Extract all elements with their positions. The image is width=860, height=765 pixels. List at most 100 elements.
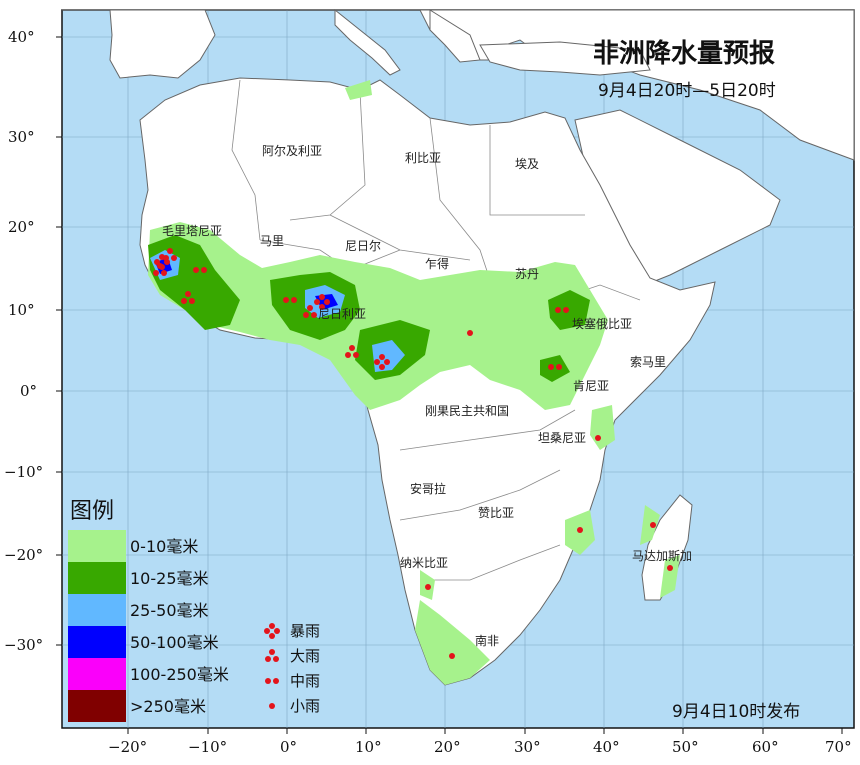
rain-dot [319, 294, 325, 300]
rain-dot [577, 527, 583, 533]
rain-dot [449, 653, 455, 659]
legend-swatch-label: 25-50毫米 [130, 601, 209, 620]
rain-dot [319, 304, 325, 310]
legend-rain-label: 大雨 [290, 647, 320, 665]
rain-dot [193, 267, 199, 273]
rain-dot [291, 297, 297, 303]
label-madagascar: 马达加斯加 [632, 549, 692, 563]
rain-dot [353, 352, 359, 358]
lon-tick: 40° [593, 738, 620, 756]
rain-dot [650, 522, 656, 528]
lon-tick: 30° [514, 738, 541, 756]
lat-tick: 0° [20, 382, 37, 400]
country-labels: 阿尔及利亚 利比亚 埃及 毛里塔尼亚 马里 尼日尔 乍得 苏丹 尼日利亚 埃塞俄… [162, 143, 692, 648]
rain-dot [269, 633, 275, 639]
rain-dot [273, 678, 279, 684]
lon-tick-marks [127, 728, 843, 734]
rain-dot [555, 307, 561, 313]
label-niger: 尼日尔 [345, 238, 381, 253]
legend: 图例 0-10毫米 10-25毫米 25-50毫米 50-100毫米 100-250毫米… [68, 499, 320, 722]
lon-tick: 0° [280, 738, 297, 756]
label-namibia: 纳米比亚 [400, 556, 448, 570]
legend-rain-label: 暴雨 [290, 622, 320, 640]
legend-title: 图例 [70, 499, 114, 524]
rain-dot [157, 263, 163, 269]
rain-dot [265, 678, 271, 684]
lon-tick: 10° [355, 738, 382, 756]
label-somalia: 索马里 [630, 355, 666, 369]
lon-tick: 50° [672, 738, 699, 756]
rain-dot [379, 354, 385, 360]
legend-swatch [68, 562, 126, 594]
label-drc: 刚果民主共和国 [425, 404, 509, 418]
rain-dot [161, 270, 167, 276]
rain-dot [307, 305, 313, 311]
precip-0-10 [148, 80, 680, 685]
lon-tick: 60° [752, 738, 779, 756]
rain-dot [595, 435, 601, 441]
legend-swatch [68, 658, 126, 690]
rain-dot [349, 345, 355, 351]
rain-dot [467, 330, 473, 336]
rain-dot [164, 259, 170, 265]
turkey-landmass [479, 41, 651, 76]
lon-tick: −10° [188, 738, 227, 756]
rain-dot [425, 584, 431, 590]
rain-dot [185, 291, 191, 297]
rain-dot [201, 267, 207, 273]
legend-bins: 0-10毫米 10-25毫米 25-50毫米 50-100毫米 100-250毫米 >25… [68, 530, 229, 722]
label-ethiopia: 埃塞俄比亚 [572, 316, 632, 331]
label-south-africa: 南非 [475, 633, 499, 648]
legend-swatch [68, 690, 126, 722]
lat-tick: 20° [8, 218, 35, 236]
label-angola: 安哥拉 [410, 481, 446, 496]
label-sudan: 苏丹 [515, 267, 539, 281]
map-subtitle: 9月4日20时—5日20时 [598, 81, 776, 101]
lon-tick: 20° [434, 738, 461, 756]
rain-dot [314, 299, 320, 305]
label-egypt: 埃及 [515, 157, 539, 171]
lon-tick-labels: −20° −10° 0° 10° 20° 30° 40° 50° 60° 70° [108, 738, 852, 756]
rain-dot [269, 703, 275, 709]
rain-dot [269, 623, 275, 629]
label-algeria: 阿尔及利亚 [262, 143, 322, 158]
lat-tick: −20° [4, 546, 43, 564]
map-title: 非洲降水量预报 [593, 38, 775, 69]
label-nigeria: 尼日利亚 [318, 307, 366, 321]
rain-dot [269, 649, 275, 655]
italy-landmass [334, 8, 401, 76]
label-mali: 马里 [260, 234, 284, 248]
rain-dot [556, 364, 562, 370]
label-libya: 利比亚 [405, 151, 441, 165]
rain-dot [273, 656, 279, 662]
lat-tick-labels: 40° 30° 20° 10° 0° −10° −20° −30° [4, 28, 43, 654]
rain-dot [345, 352, 351, 358]
rain-dot [563, 307, 569, 313]
legend-swatch [68, 530, 126, 562]
iberia-landmass [109, 9, 216, 79]
rain-dot [374, 359, 380, 365]
rain-dot [159, 254, 165, 260]
legend-swatch-label: 100-250毫米 [130, 665, 229, 684]
rain-dot [379, 364, 385, 370]
legend-swatch-label: 0-10毫米 [130, 537, 198, 556]
rain-dot [548, 364, 554, 370]
legend-rain-label: 小雨 [290, 697, 320, 715]
balkans-landmass [429, 9, 481, 63]
rain-dot [303, 312, 309, 318]
legend-swatch-label: 10-25毫米 [130, 569, 209, 588]
legend-swatch-label: >250毫米 [130, 697, 206, 716]
label-kenya: 肯尼亚 [573, 379, 609, 393]
legend-rain-label: 中雨 [290, 672, 320, 690]
label-mauritania: 毛里塔尼亚 [162, 224, 222, 238]
rain-dot [384, 359, 390, 365]
issued-time: 9月4日10时发布 [672, 702, 800, 722]
legend-swatch-label: 50-100毫米 [130, 633, 219, 652]
rain-dot [274, 628, 280, 634]
lat-tick: −10° [4, 463, 43, 481]
rain-dot [324, 299, 330, 305]
rain-dot [264, 628, 270, 634]
rain-dot [181, 298, 187, 304]
rain-dot-markers [153, 248, 673, 659]
